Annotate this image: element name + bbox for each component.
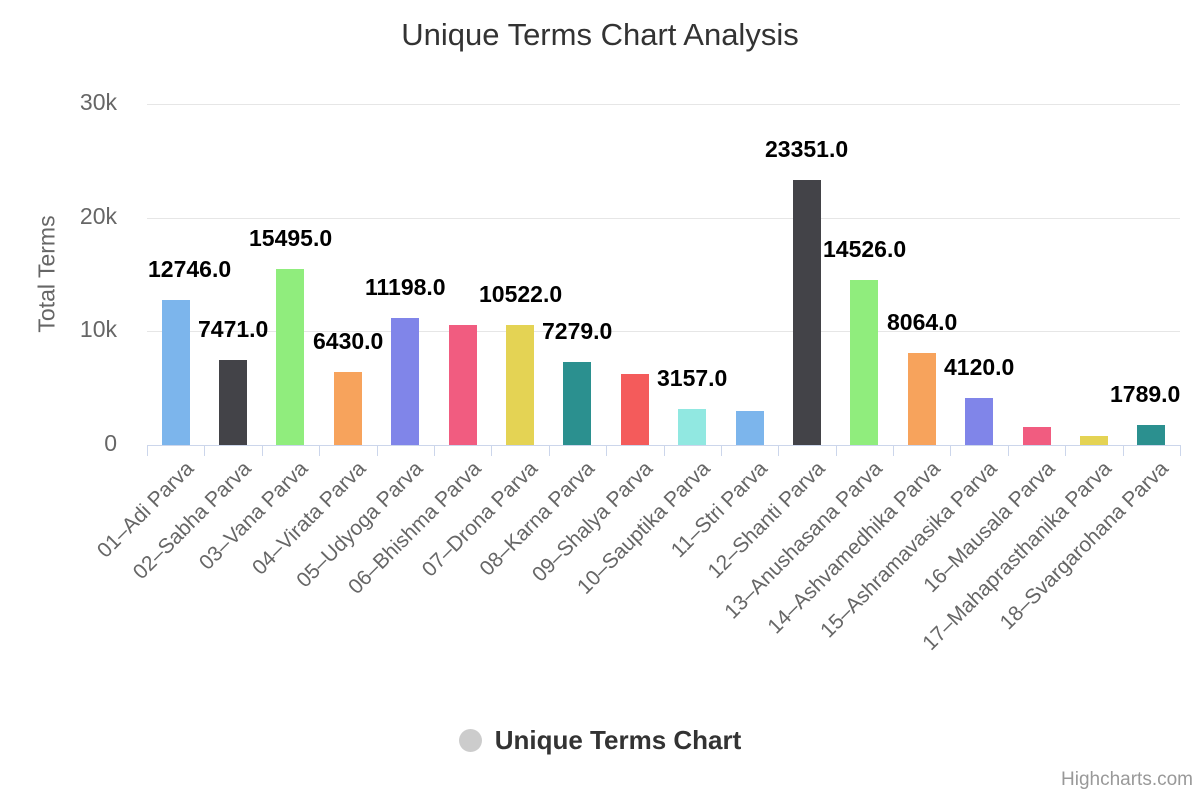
x-axis-tick (721, 445, 722, 456)
bar[interactable] (391, 318, 419, 445)
bar[interactable] (1137, 425, 1165, 445)
bar-data-label: 7279.0 (542, 318, 613, 344)
x-axis-tick (950, 445, 951, 456)
chart-title: Unique Terms Chart Analysis (401, 17, 799, 52)
bar[interactable] (736, 411, 764, 445)
legend-label: Unique Terms Chart (494, 725, 742, 755)
legend-item[interactable]: Unique Terms Chart (458, 725, 742, 756)
bar[interactable] (793, 180, 821, 445)
bar[interactable] (850, 280, 878, 445)
bar-data-label: 4120.0 (944, 354, 1015, 380)
x-axis-tick (1008, 445, 1009, 456)
x-axis-tick (1180, 445, 1181, 456)
x-axis-tick (549, 445, 550, 456)
legend-marker-icon (458, 729, 482, 752)
bar[interactable] (621, 374, 649, 445)
x-axis-tick (319, 445, 320, 456)
bar[interactable] (162, 300, 190, 445)
bar[interactable] (563, 362, 591, 445)
bar-data-label: 3157.0 (657, 365, 728, 391)
x-axis-tick (434, 445, 435, 456)
x-axis-tick (1065, 445, 1066, 456)
x-axis-tick (664, 445, 665, 456)
y-axis-label: 20k (79, 203, 117, 229)
x-axis-tick (262, 445, 263, 456)
bar-data-label: 7471.0 (198, 316, 269, 342)
x-axis-tick (204, 445, 205, 456)
x-axis-tick (377, 445, 378, 456)
bar[interactable] (276, 269, 304, 445)
bar-data-label: 12746.0 (148, 256, 232, 282)
bar-data-label: 1789.0 (1110, 381, 1181, 407)
x-axis-line (147, 445, 1180, 446)
bar[interactable] (965, 398, 993, 445)
gridline (147, 331, 1180, 332)
bar-data-label: 8064.0 (887, 309, 958, 335)
bar[interactable] (678, 409, 706, 445)
x-axis-tick (606, 445, 607, 456)
y-axis-label: 0 (104, 430, 117, 456)
x-axis-tick (778, 445, 779, 456)
bar-data-label: 14526.0 (823, 236, 907, 262)
bar[interactable] (334, 372, 362, 445)
bar-data-label: 23351.0 (765, 136, 849, 162)
bar-data-label: 6430.0 (313, 328, 384, 354)
x-axis-tick (1123, 445, 1124, 456)
bar[interactable] (908, 353, 936, 445)
bar-data-label: 15495.0 (249, 225, 333, 251)
x-axis-tick (491, 445, 492, 456)
bar[interactable] (506, 325, 534, 445)
y-axis-label: 10k (79, 316, 117, 342)
bar[interactable] (449, 325, 477, 445)
bar-data-label: 11198.0 (365, 274, 446, 300)
x-axis-tick (147, 445, 148, 456)
bar[interactable] (219, 360, 247, 445)
y-axis-title: Total Terms (33, 215, 60, 333)
bar[interactable] (1023, 427, 1051, 445)
legend: Unique Terms Chart (0, 725, 1200, 756)
x-axis-tick (836, 445, 837, 456)
credits-link[interactable]: Highcharts.com (1061, 769, 1193, 790)
bar[interactable] (1080, 436, 1108, 445)
bar-data-label: 10522.0 (479, 281, 563, 307)
y-axis-label: 30k (79, 89, 117, 115)
x-axis-tick (893, 445, 894, 456)
gridline (147, 104, 1180, 105)
gridline (147, 218, 1180, 219)
